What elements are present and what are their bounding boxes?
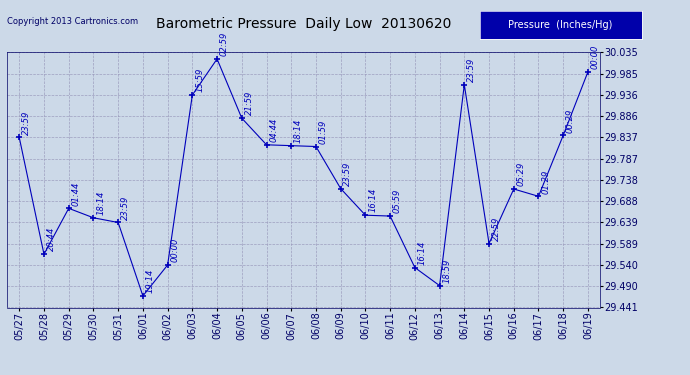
Text: Barometric Pressure  Daily Low  20130620: Barometric Pressure Daily Low 20130620 [156,17,451,31]
Text: 01:29: 01:29 [541,169,550,194]
Text: 15:59: 15:59 [195,68,204,92]
Text: 02:59: 02:59 [220,32,229,56]
Text: 18:59: 18:59 [442,258,451,283]
Text: 04:44: 04:44 [269,118,278,142]
Text: 19:14: 19:14 [146,269,155,293]
Text: 00:00: 00:00 [170,238,179,262]
Text: 01:59: 01:59 [319,119,328,144]
Text: 16:14: 16:14 [368,188,377,212]
Text: 22:59: 22:59 [492,216,501,241]
Text: 23:59: 23:59 [22,110,31,135]
Text: 20:44: 20:44 [47,227,56,252]
Text: 18:14: 18:14 [294,118,303,143]
Text: 00:00: 00:00 [591,45,600,69]
Text: Pressure  (Inches/Hg): Pressure (Inches/Hg) [509,20,613,30]
Text: 00:29: 00:29 [566,108,575,133]
Text: 23:59: 23:59 [467,57,476,82]
Text: 16:14: 16:14 [417,240,426,265]
Text: 23:59: 23:59 [344,161,353,186]
Text: 05:29: 05:29 [517,162,526,186]
Text: 05:59: 05:59 [393,189,402,213]
Text: 18:14: 18:14 [96,190,105,215]
Text: Copyright 2013 Cartronics.com: Copyright 2013 Cartronics.com [7,17,138,26]
Text: 23:59: 23:59 [121,195,130,220]
Text: 21:59: 21:59 [244,91,253,116]
Text: 01:44: 01:44 [72,181,81,206]
